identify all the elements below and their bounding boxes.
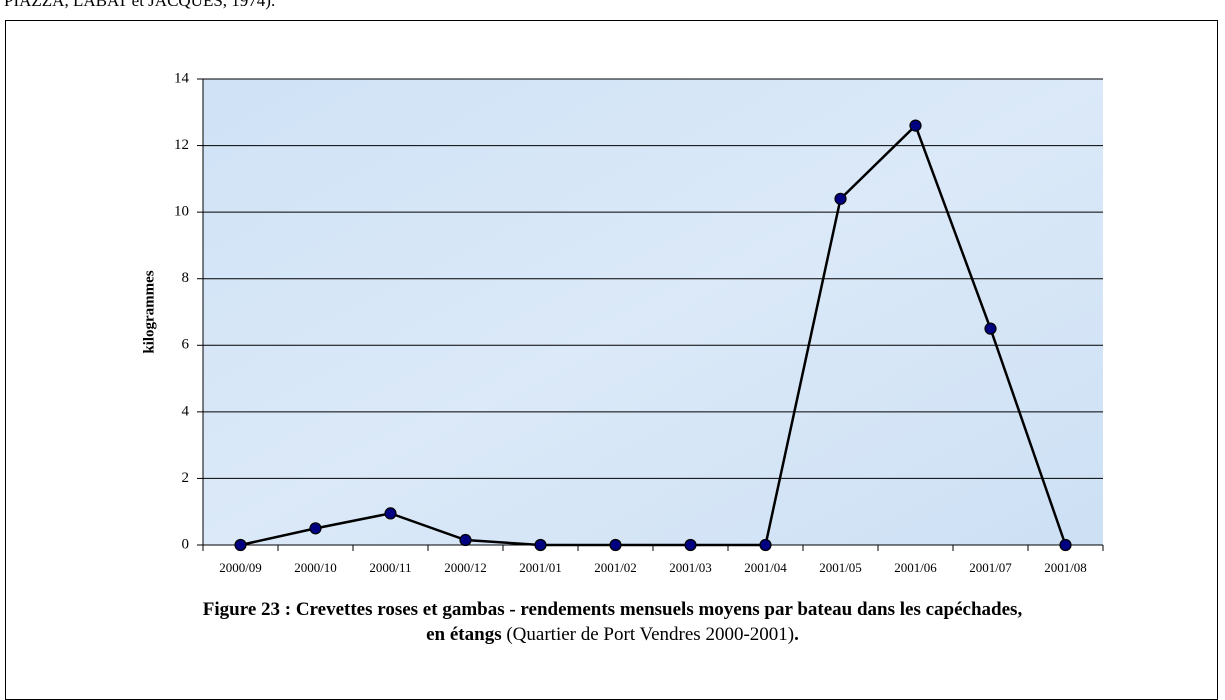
- y-tick-label: 0: [182, 536, 190, 552]
- x-tick-label: 2001/05: [819, 560, 862, 575]
- x-tick-label: 2001/04: [744, 560, 787, 575]
- point-marker: [609, 538, 622, 552]
- x-tick-label: 2000/10: [294, 560, 337, 575]
- point-marker: [759, 538, 772, 552]
- chart: kilogrammes 0 2 4 6 8 10 12 14 2000/09 2000/10 200…: [141, 70, 1104, 575]
- caption-end: .: [794, 624, 799, 645]
- point-marker: [909, 119, 922, 132]
- series-line: [240, 123, 1067, 547]
- point-marker: [384, 507, 397, 520]
- y-tick-label: 10: [174, 204, 189, 220]
- x-tick-label: 2001/01: [519, 560, 562, 575]
- y-axis-label: kilogrammes: [141, 270, 157, 353]
- x-tick-label: 2001/08: [1044, 560, 1087, 575]
- point-marker: [534, 538, 547, 552]
- point-marker: [459, 533, 472, 547]
- x-tick-label: 2001/03: [669, 560, 712, 575]
- y-tick-label: 2: [182, 470, 190, 486]
- point-marker: [684, 538, 697, 552]
- x-tick-label: 2001/02: [594, 560, 637, 575]
- caption: Figure 23 : Crevettes roses et gambas - …: [0, 597, 1225, 647]
- y-tick-label: 8: [182, 270, 190, 286]
- point-marker: [309, 522, 322, 535]
- y-tick-label: 12: [174, 137, 189, 153]
- caption-bold: en étangs: [426, 624, 502, 645]
- x-tick-label: 2000/09: [219, 560, 262, 575]
- y-tick-label: 14: [174, 70, 190, 86]
- x-tick-label: 2001/06: [894, 560, 937, 575]
- x-tick-label: 2001/07: [969, 560, 1012, 575]
- plot-area: [203, 79, 1103, 545]
- y-tick-label: 4: [182, 403, 190, 419]
- caption-line1: Figure 23 : Crevettes roses et gambas - …: [202, 599, 1023, 620]
- x-tick-label: 2000/12: [444, 560, 487, 575]
- top-text: PIAZZA, LABAT et JACQUES, 1974).: [4, 0, 276, 10]
- point-marker: [234, 538, 247, 552]
- point-marker: [1059, 538, 1072, 552]
- x-tick-label: 2000/11: [369, 560, 411, 575]
- y-tick-label: 6: [182, 337, 190, 353]
- point-marker: [834, 192, 847, 205]
- point-marker: [984, 322, 997, 335]
- caption-normal: (Quartier de Port Vendres 2000-2001): [501, 624, 795, 645]
